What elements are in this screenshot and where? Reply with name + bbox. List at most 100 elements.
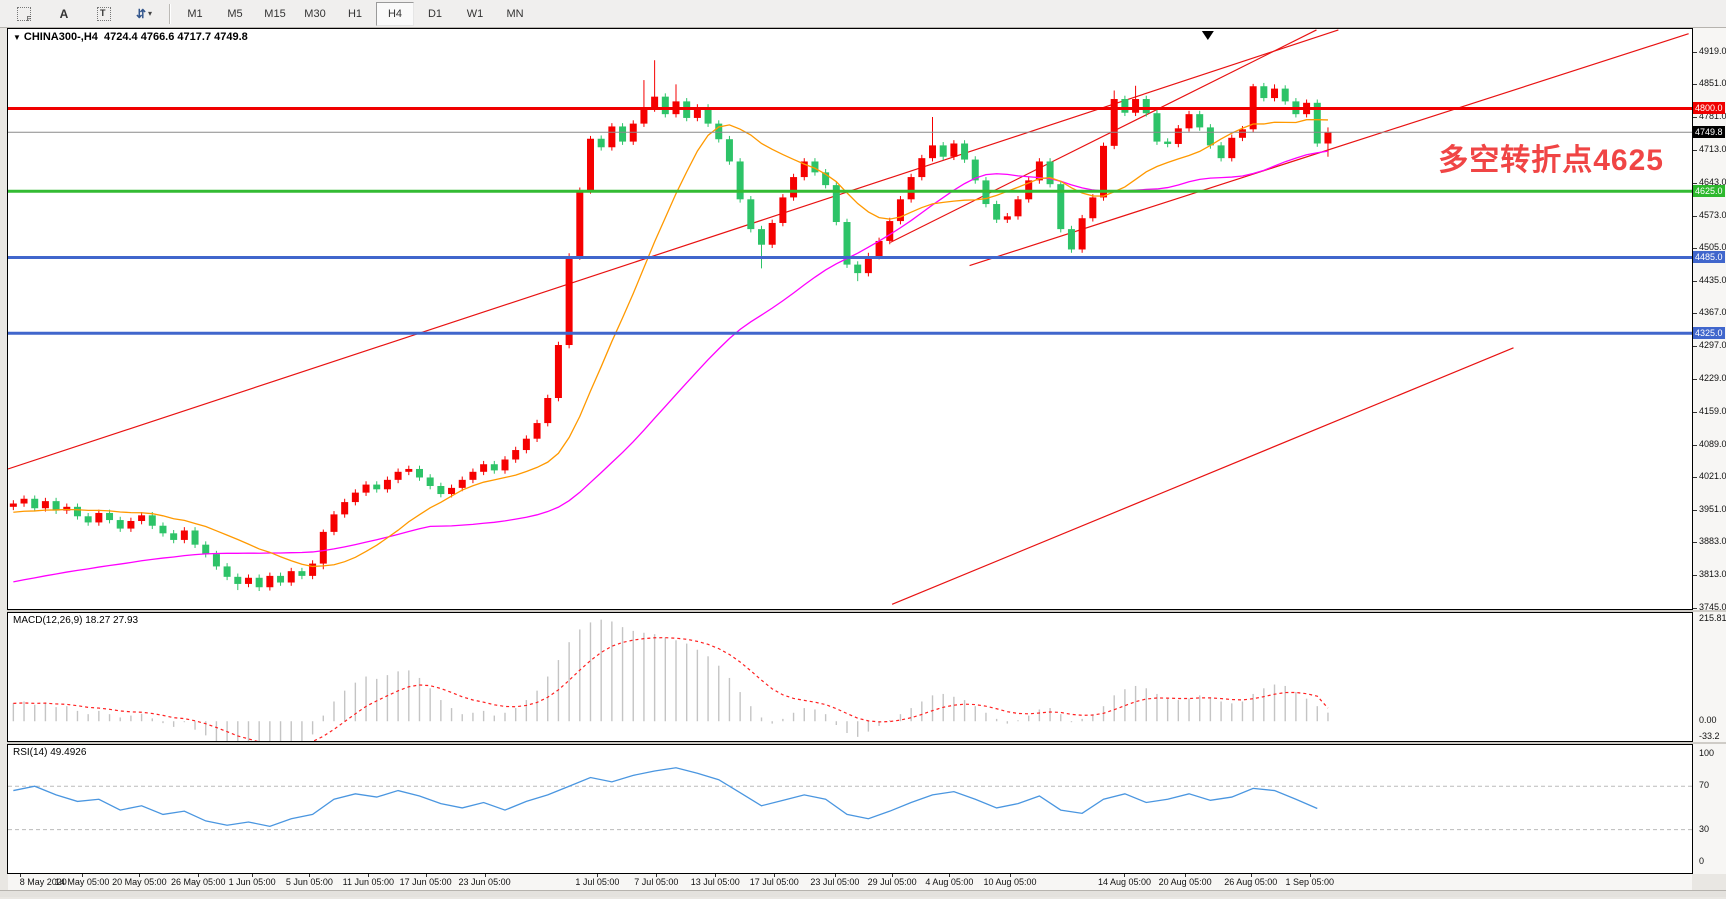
macd-axis[interactable]: 215.81 0.00 -33.2: [1693, 612, 1726, 742]
price-tick: [1693, 607, 1697, 609]
price-tick: [1693, 313, 1697, 315]
price-tick: [1693, 117, 1697, 119]
time-tick-label: 10 Aug 05:00: [983, 877, 1037, 887]
toolbar: F A T ⇵ ▾ M1 M5 M15 M30 H1 H4 D1 W1 MN: [0, 0, 1726, 28]
arrange-objects-button[interactable]: ⇵ ▾: [125, 2, 163, 26]
time-tick-label: 29 Jul 05:00: [867, 877, 917, 887]
price-tick: [1693, 281, 1697, 283]
time-tick-label: 4 Aug 05:00: [925, 877, 974, 887]
price-tick-label: 4367.0: [1699, 307, 1726, 318]
textbox-button[interactable]: T: [85, 2, 123, 26]
price-tick: [1693, 182, 1697, 184]
time-tick-label: 13 Jul 05:00: [690, 877, 740, 887]
timeframe-button-MN[interactable]: MN: [506, 7, 524, 20]
price-tick: [1693, 378, 1697, 380]
annotate-text-button[interactable]: A: [45, 2, 83, 26]
time-tick-label: 26 Aug 05:00: [1224, 877, 1278, 887]
rsi-label: RSI(14) 49.4926: [13, 747, 87, 758]
time-tick: [1009, 874, 1011, 877]
time-tick: [198, 874, 200, 877]
time-tick-label: 8 May 2020: [19, 877, 67, 887]
time-tick: [252, 874, 254, 877]
price-tick: [1693, 346, 1697, 348]
price-tick: [1693, 248, 1697, 250]
price-tick-label: 4435.0: [1699, 275, 1726, 286]
cycle-arrows-icon: ⇵: [135, 6, 147, 21]
chart-area: ▼ CHINA300-,H4 4724.4 4766.6 4717.7 4749.…: [7, 28, 1726, 890]
time-tick-label: 7 Jul 05:00: [634, 877, 679, 887]
price-tick-label: 4297.0: [1699, 340, 1726, 351]
time-tick: [82, 874, 84, 877]
time-tick-label: 17 Jul 05:00: [749, 877, 799, 887]
price-tick-label: 4919.0: [1699, 46, 1726, 57]
price-tick-label: 4781.0: [1699, 111, 1726, 122]
time-tick-label: 1 Jun 05:00: [228, 877, 276, 887]
price-badge-4325.0: 4325.0: [1693, 327, 1725, 340]
macd-axis-label: -33.2: [1699, 730, 1720, 741]
timeframe-button-M1[interactable]: M1: [187, 7, 203, 20]
price-tick-label: 3745.0: [1699, 601, 1726, 612]
price-tick-label: 4643.0: [1699, 176, 1726, 187]
price-tick: [1693, 52, 1697, 54]
rsi-axis-label-70: 70: [1699, 780, 1710, 791]
panel-splitter[interactable]: [7, 742, 1726, 744]
annotation-text[interactable]: 多空转折点4625: [1438, 144, 1664, 177]
time-tick: [597, 874, 599, 877]
price-axis[interactable]: 4919.0 4851.0 4781.0 4713.0 4643.0 4573.0 4505…: [1693, 28, 1726, 612]
time-tick: [774, 874, 776, 877]
time-tick-label: 23 Jul 05:00: [810, 877, 860, 887]
price-badge-4485.0: 4485.0: [1693, 251, 1725, 264]
macd-values: 18.27 27.93: [85, 615, 139, 626]
price-tick-label: 4851.0: [1699, 78, 1726, 89]
time-tick: [368, 874, 370, 877]
crosshair-grid-icon[interactable]: F: [5, 2, 43, 26]
time-tick: [1185, 874, 1187, 877]
price-tick-label: 4159.0: [1699, 405, 1726, 416]
timeframe-buttons: M1 M5 M15 M30 H1 H4 D1 W1 MN: [175, 0, 535, 27]
macd-label: MACD(12,26,9) 18.27 27.93: [13, 615, 139, 626]
timeframe-button-M5[interactable]: M5: [227, 7, 243, 20]
price-tick: [1693, 411, 1697, 413]
time-tick-label: 5 Jun 05:00: [285, 877, 333, 887]
time-tick-label: 20 May 05:00: [112, 877, 167, 887]
rsi-panel[interactable]: RSI(14) 49.4926: [7, 744, 1693, 874]
price-tick: [1693, 149, 1697, 151]
price-tick: [1693, 444, 1697, 446]
price-tick-label: 4713.0: [1699, 143, 1726, 154]
time-axis[interactable]: 8 May 2020 14 May 05:00 20 May 05:00 26 May…: [8, 874, 1692, 890]
time-tick-label: 23 Jun 05:00: [458, 877, 511, 887]
rsi-value: 49.4926: [50, 747, 87, 758]
time-tick: [1250, 874, 1252, 877]
rsi-axis[interactable]: 100 70 30 0: [1693, 744, 1726, 874]
time-tick-label: 1 Sep 05:00: [1285, 877, 1334, 887]
macd-panel[interactable]: MACD(12,26,9) 18.27 27.93: [7, 612, 1693, 742]
time-tick: [656, 874, 658, 877]
panel-splitter[interactable]: [7, 610, 1726, 612]
price-tick-label: 3951.0: [1699, 504, 1726, 515]
price-tick: [1693, 575, 1697, 577]
price-tick-label: 4021.0: [1699, 471, 1726, 481]
price-tick-label: 3883.0: [1699, 536, 1726, 547]
time-tick: [1309, 874, 1311, 877]
timeframe-button-D1[interactable]: D1: [427, 7, 443, 20]
letter-a-icon: A: [59, 6, 69, 21]
rsi-axis-label-30: 30: [1699, 823, 1710, 834]
price-badge-4800.0: 4800.0: [1693, 102, 1725, 115]
time-tick-label: 26 May 05:00: [171, 877, 226, 887]
text-t-icon: T: [97, 6, 111, 21]
timeframe-button-W1[interactable]: W1: [466, 7, 484, 20]
timeframe-button-H4[interactable]: H4: [376, 1, 414, 26]
time-tick: [139, 874, 141, 877]
ohlc-values: 4724.4 4766.6 4717.7 4749.8: [104, 31, 248, 43]
timeframe-button-M15[interactable]: M15: [264, 7, 286, 20]
time-tick: [892, 874, 894, 877]
price-chart-plot[interactable]: ▼ CHINA300-,H4 4724.4 4766.6 4717.7 4749.…: [7, 28, 1693, 610]
price-tick-label: 4089.0: [1699, 438, 1726, 449]
time-tick: [309, 874, 311, 877]
time-tick-label: 1 Jul 05:00: [575, 877, 620, 887]
time-tick: [715, 874, 717, 877]
timeframe-button-H1[interactable]: H1: [347, 7, 363, 20]
timeframe-button-M30[interactable]: M30: [304, 7, 326, 20]
symbol-dropdown-icon[interactable]: ▼: [13, 33, 21, 42]
